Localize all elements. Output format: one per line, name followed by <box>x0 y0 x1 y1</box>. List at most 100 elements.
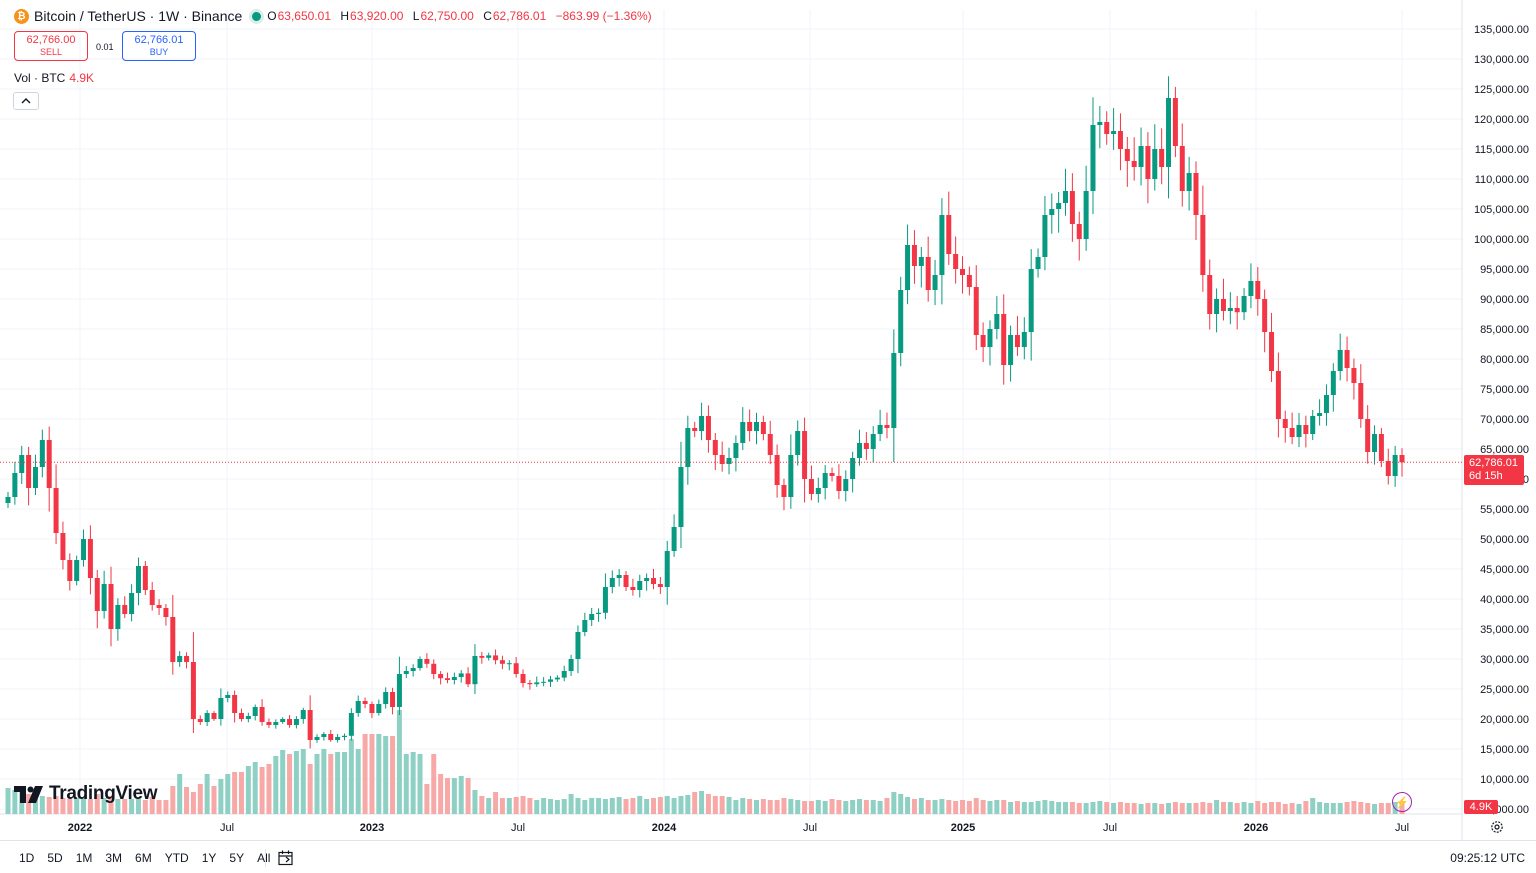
candle-body <box>994 314 1000 329</box>
range-1y[interactable]: 1Y <box>201 851 217 865</box>
candle-body <box>898 290 904 353</box>
volume-legend[interactable]: Vol · BTC 4.9K <box>14 71 94 85</box>
symbol-title[interactable]: Bitcoin / TetherUS · 1W · Binance <box>34 8 243 24</box>
volume-bar <box>5 788 11 814</box>
candle-body <box>314 737 320 740</box>
volume-bar <box>135 799 141 814</box>
volume-bar <box>60 798 66 814</box>
range-ytd[interactable]: YTD <box>164 851 189 865</box>
range-3m[interactable]: 3M <box>105 851 123 865</box>
volume-bar <box>788 799 794 814</box>
y-tick-label: 75,000.00 <box>1480 384 1529 396</box>
candle-body <box>1172 98 1178 146</box>
candle-body <box>1131 161 1137 167</box>
candle-body <box>259 707 265 722</box>
volume-bar <box>541 798 547 814</box>
candle-body <box>197 719 203 722</box>
candle-body <box>527 683 533 685</box>
volume-bar <box>1365 803 1371 814</box>
volume-bar <box>754 800 760 814</box>
market-status-icon <box>252 11 262 21</box>
collapse-legend-button[interactable] <box>13 92 39 110</box>
volume-bar <box>211 786 217 814</box>
volume-bar <box>1358 802 1364 814</box>
range-5d[interactable]: 5D <box>47 851 63 865</box>
x-tick-label: Jul <box>803 822 817 834</box>
buy-button[interactable]: 62,766.01 BUY <box>122 31 196 61</box>
settings-gear-icon[interactable] <box>1490 820 1504 839</box>
volume-bar <box>589 798 595 814</box>
candle-body <box>245 716 251 719</box>
volume-bar <box>499 798 505 814</box>
candle-body <box>46 440 52 488</box>
candle-body <box>1138 146 1144 167</box>
volume-bar <box>321 749 327 814</box>
candle-body <box>1275 371 1281 419</box>
candle-body <box>973 287 979 335</box>
volume-bar <box>726 797 732 814</box>
volume-bar <box>197 784 203 814</box>
volume-bar <box>328 754 334 814</box>
utc-clock[interactable]: 09:25:12 UTC <box>1450 851 1525 865</box>
candle-body <box>1344 350 1350 368</box>
bar-countdown: 6d 15h <box>1469 470 1503 482</box>
volume-bar <box>1076 803 1082 814</box>
candle-body <box>1179 146 1185 191</box>
candle-body <box>1035 257 1041 269</box>
volume-bar <box>905 797 911 814</box>
candle-body <box>1063 191 1069 203</box>
candle-body <box>1323 395 1329 413</box>
range-6m[interactable]: 6M <box>135 851 152 865</box>
candle-body <box>252 707 258 716</box>
candle-body <box>101 584 107 611</box>
volume-bar <box>32 795 38 814</box>
candle-body <box>465 673 471 685</box>
volume-bar <box>1097 801 1103 814</box>
volume-bar <box>410 752 416 814</box>
sell-button[interactable]: 62,766.00 SELL <box>14 31 88 61</box>
candle-body <box>1365 419 1371 452</box>
range-all[interactable]: All <box>257 851 271 865</box>
y-tick-label: 100,000.00 <box>1474 234 1529 246</box>
volume-bar <box>314 754 320 814</box>
volume-bar <box>740 798 746 814</box>
volume-bar <box>630 798 636 814</box>
candle-body <box>623 575 629 587</box>
volume-bar <box>39 796 45 814</box>
candle-body <box>1296 425 1302 437</box>
volume-bar <box>685 795 691 814</box>
lightning-icon[interactable]: ⚡ <box>1392 792 1412 812</box>
range-1m[interactable]: 1M <box>75 851 93 865</box>
volume-bar <box>1317 802 1323 814</box>
y-tick-label: 45,000.00 <box>1480 564 1529 576</box>
candle-body <box>1227 308 1233 311</box>
candle-body <box>705 416 711 440</box>
y-tick-label: 130,000.00 <box>1474 54 1529 66</box>
y-tick-label: 15,000.00 <box>1480 744 1529 756</box>
candle-body <box>506 663 512 665</box>
candle-body <box>726 458 732 464</box>
candle-body <box>115 605 121 629</box>
volume-bar <box>774 800 780 814</box>
tradingview-logo[interactable]: TradingView <box>14 783 158 805</box>
volume-bar <box>87 799 93 814</box>
volume-bar <box>1220 802 1226 814</box>
range-5y[interactable]: 5Y <box>229 851 245 865</box>
candle-body <box>960 269 966 275</box>
range-1d[interactable]: 1D <box>19 851 35 865</box>
volume-bar <box>156 800 162 814</box>
candle-body <box>1159 149 1165 167</box>
candle-body <box>1104 122 1110 134</box>
volume-bar <box>850 800 856 814</box>
volume-bar <box>238 772 244 814</box>
y-tick-label: 90,000.00 <box>1480 294 1529 306</box>
volume-bar <box>53 796 59 814</box>
y-tick-label: 95,000.00 <box>1480 264 1529 276</box>
volume-bar <box>1193 803 1199 814</box>
x-tick-label: Jul <box>511 822 525 834</box>
calendar-goto-icon[interactable] <box>277 849 295 872</box>
candle-body <box>39 440 45 467</box>
volume-bar <box>1330 803 1336 814</box>
candle-body <box>362 701 368 704</box>
